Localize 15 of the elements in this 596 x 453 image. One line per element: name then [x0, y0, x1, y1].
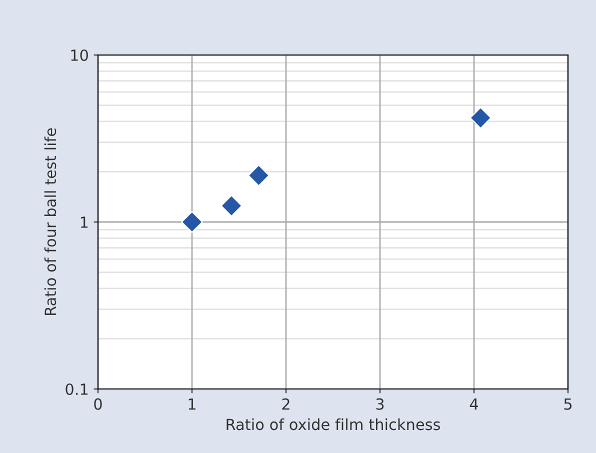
y-tick-label: 10	[71, 49, 88, 62]
x-tick-label: 0	[94, 398, 102, 410]
y-tick-label: 1	[80, 216, 88, 228]
y-tick-label: 0.1	[66, 383, 88, 396]
x-axis-title: Ratio of oxide film thickness	[226, 418, 440, 430]
x-tick-label: 4	[470, 398, 478, 410]
point	[220, 194, 242, 217]
x-tick-label: 1	[188, 398, 196, 410]
x-tick-label: 5	[564, 398, 572, 410]
x-tick-label: 2	[282, 398, 290, 410]
y-axis-title: Ratio of four ball test life	[44, 128, 56, 316]
point	[248, 164, 270, 186]
point	[470, 107, 492, 129]
point	[181, 211, 203, 233]
x-tick-label: 3	[376, 398, 384, 410]
